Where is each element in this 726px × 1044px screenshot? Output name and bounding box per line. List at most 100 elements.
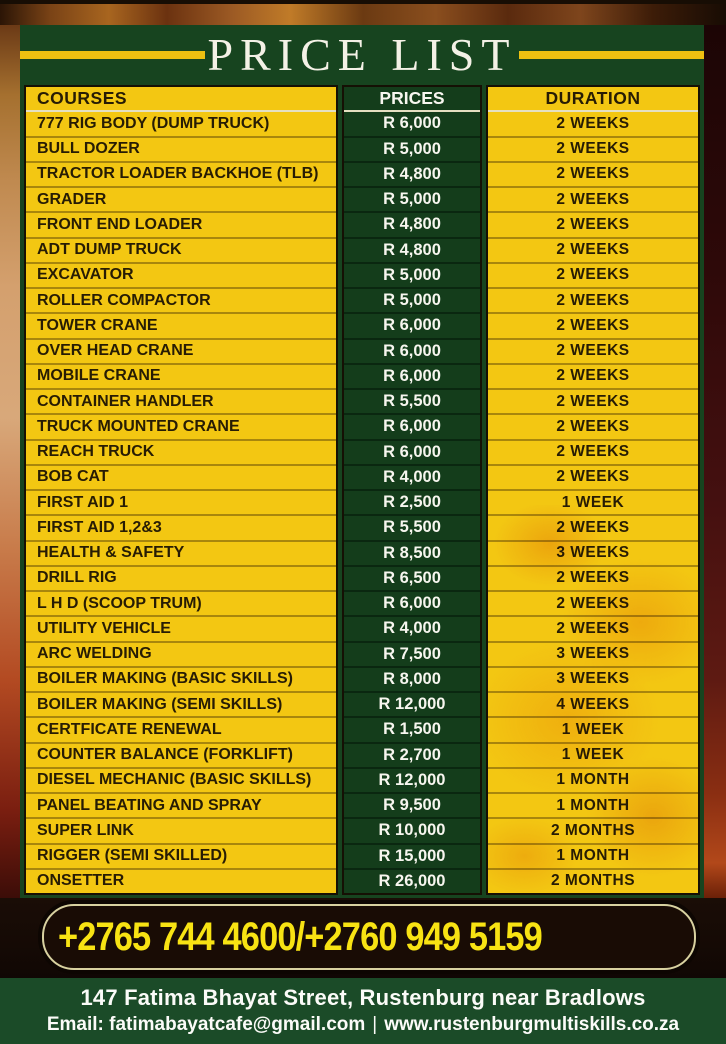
course-cell: PANEL BEATING AND SPRAY [26,794,336,820]
title-rule-right [519,51,704,59]
price-list-panel: PRICE LIST COURSES 777 RIG BODY (DUMP TR… [20,25,704,898]
duration-cell: 2 WEEKS [488,188,698,214]
price-cell: R 4,800 [344,238,480,264]
course-cell: COUNTER BALANCE (FORKLIFT) [26,743,336,769]
course-cell: BOILER MAKING (SEMI SKILLS) [26,693,336,719]
course-cell: ROLLER COMPACTOR [26,289,336,315]
course-cell: DIESEL MECHANIC (BASIC SKILLS) [26,768,336,794]
title-row: PRICE LIST [20,25,704,85]
duration-cell: 2 WEEKS [488,516,698,542]
duration-cell: 3 WEEKS [488,541,698,567]
price-cell: R 6,000 [344,440,480,466]
price-cell: R 5,500 [344,390,480,416]
course-cell: ADT DUMP TRUCK [26,238,336,264]
duration-cell: 2 WEEKS [488,238,698,264]
course-cell: TRACTOR LOADER BACKHOE (TLB) [26,162,336,188]
duration-cell: 2 WEEKS [488,465,698,491]
duration-cell: 2 WEEKS [488,137,698,163]
page-title: PRICE LIST [207,29,517,80]
course-cell: FIRST AID 1 [26,491,336,517]
price-cell: R 6,000 [344,314,480,340]
price-cell: R 6,000 [344,364,480,390]
price-cell: R 6,000 [344,415,480,441]
course-cell: MOBILE CRANE [26,364,336,390]
duration-cell: 2 WEEKS [488,112,698,138]
prices-column: PRICES R 6,000 R 5,000 R 4,800 R 5,000 R 4,8… [342,85,482,895]
duration-cell: 1 MONTH [488,794,698,820]
course-cell: ARC WELDING [26,642,336,668]
price-cell: R 4,000 [344,465,480,491]
duration-cell: 1 MONTH [488,768,698,794]
price-cell: R 6,000 [344,339,480,365]
course-cell: GRADER [26,188,336,214]
duration-cell: 2 WEEKS [488,162,698,188]
email-text: Email: fatimabayatcafe@gmail.com [46,1014,366,1035]
phone-banner: +2765 744 4600/+2760 949 5159 [42,904,696,970]
price-cell: R 4,800 [344,162,480,188]
duration-cell: 2 WEEKS [488,289,698,315]
course-cell: ONSETTER [26,869,336,893]
price-cell: R 6,500 [344,566,480,592]
course-cell: SUPER LINK [26,819,336,845]
duration-cell: 4 WEEKS [488,693,698,719]
course-cell: 777 RIG BODY (DUMP TRUCK) [26,112,336,138]
courses-header: COURSES [26,87,336,113]
price-cell: R 5,000 [344,263,480,289]
price-cell: R 5,500 [344,516,480,542]
street-address: 147 Fatima Bhayat Street, Rustenburg nea… [80,985,646,1010]
duration-cell: 3 WEEKS [488,642,698,668]
price-cell: R 6,000 [344,112,480,138]
price-cell: R 8,000 [344,667,480,693]
price-table: COURSES 777 RIG BODY (DUMP TRUCK) BULL DO… [24,85,700,895]
course-cell: HEALTH & SAFETY [26,541,336,567]
course-cell: BOB CAT [26,465,336,491]
duration-cell: 2 WEEKS [488,213,698,239]
duration-cell: 2 WEEKS [488,314,698,340]
duration-cell: 3 WEEKS [488,667,698,693]
courses-column: COURSES 777 RIG BODY (DUMP TRUCK) BULL DO… [24,85,338,895]
duration-cell: 1 WEEK [488,718,698,744]
contact-separator: | [372,1014,378,1035]
course-cell: TRUCK MOUNTED CRANE [26,415,336,441]
course-cell: RIGGER (SEMI SKILLED) [26,844,336,870]
course-cell: BULL DOZER [26,137,336,163]
course-cell: FRONT END LOADER [26,213,336,239]
price-cell: R 4,800 [344,213,480,239]
price-cell: R 26,000 [344,869,480,893]
duration-cell: 2 MONTHS [488,819,698,845]
duration-cell: 1 WEEK [488,743,698,769]
price-cell: R 8,500 [344,541,480,567]
background-texture-left [0,25,20,898]
title-rule-left [20,51,205,59]
course-cell: L H D (SCOOP TRUM) [26,592,336,618]
course-cell: OVER HEAD CRANE [26,339,336,365]
course-cell: BOILER MAKING (BASIC SKILLS) [26,667,336,693]
course-cell: UTILITY VEHICLE [26,617,336,643]
duration-cell: 1 MONTH [488,844,698,870]
duration-cell: 2 WEEKS [488,617,698,643]
price-cell: R 12,000 [344,693,480,719]
duration-cell: 2 WEEKS [488,390,698,416]
course-cell: TOWER CRANE [26,314,336,340]
duration-header: DURATION [488,87,698,113]
course-cell: FIRST AID 1,2&3 [26,516,336,542]
price-cell: R 7,500 [344,642,480,668]
contact-line: Email: fatimabayatcafe@gmail.com | www.rus… [0,1014,726,1036]
price-cell: R 2,500 [344,491,480,517]
prices-header: PRICES [344,87,480,113]
course-cell: CERTFICATE RENEWAL [26,718,336,744]
duration-cell: 2 WEEKS [488,566,698,592]
duration-cell: 2 WEEKS [488,415,698,441]
course-cell: CONTAINER HANDLER [26,390,336,416]
course-cell: DRILL RIG [26,566,336,592]
course-cell: EXCAVATOR [26,263,336,289]
website-text: www.rustenburgmultiskills.co.za [384,1014,680,1035]
background-texture-right [704,25,726,898]
price-cell: R 12,000 [344,768,480,794]
duration-cell: 2 WEEKS [488,592,698,618]
footer: 147 Fatima Bhayat Street, Rustenburg nea… [0,978,726,1044]
duration-cell: 2 MONTHS [488,869,698,893]
price-cell: R 6,000 [344,592,480,618]
phone-numbers: +2765 744 4600/+2760 949 5159 [58,914,543,959]
price-cell: R 9,500 [344,794,480,820]
